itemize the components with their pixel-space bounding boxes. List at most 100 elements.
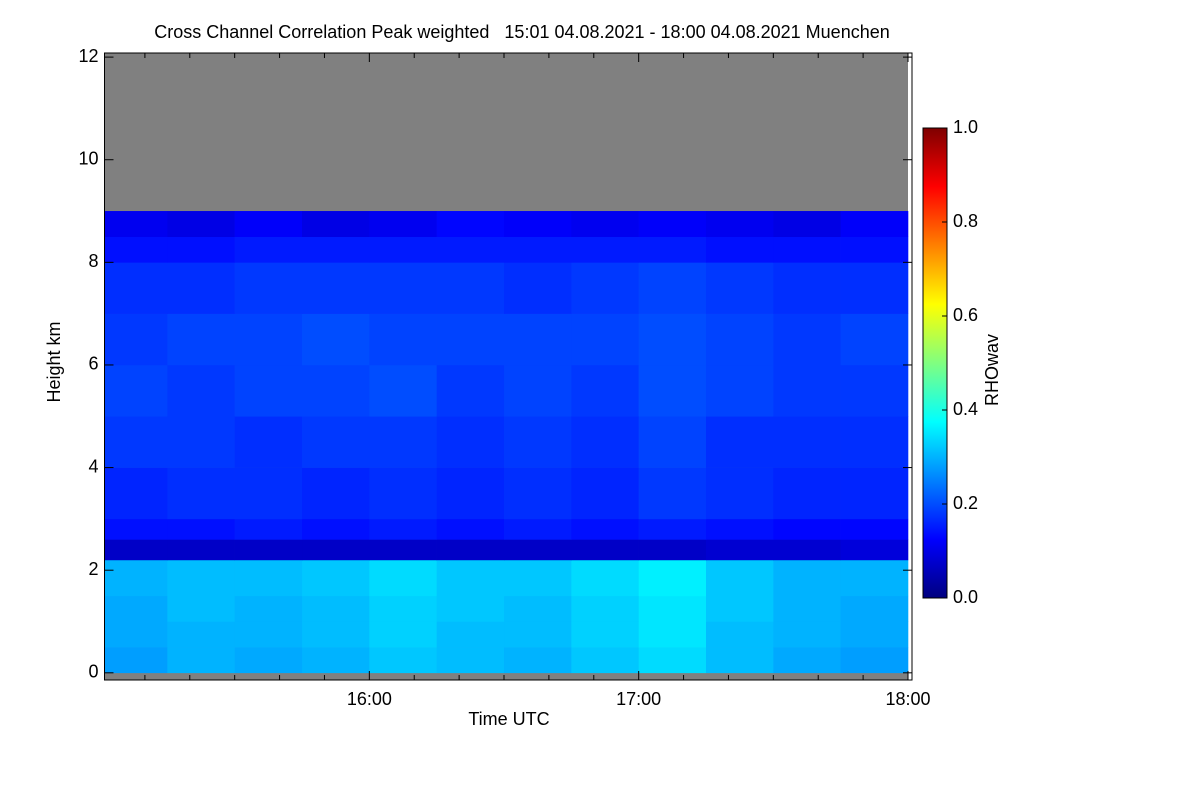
heatmap-cell xyxy=(104,595,168,622)
heatmap-cell xyxy=(773,364,841,417)
heatmap-cell xyxy=(504,559,572,597)
heatmap-cell xyxy=(638,559,707,597)
heatmap-cell xyxy=(436,416,505,468)
heatmap-cell xyxy=(302,262,370,314)
heatmap-cell xyxy=(706,647,774,674)
heatmap-cell xyxy=(706,416,774,468)
heatmap-cell xyxy=(436,647,505,674)
heatmap-cell xyxy=(773,559,841,597)
heatmap-cell xyxy=(773,539,841,561)
heatmap-cell xyxy=(638,467,707,520)
heatmap-cell xyxy=(436,313,505,366)
heatmap-cell xyxy=(504,647,572,674)
heatmap-cell xyxy=(840,621,909,648)
heatmap-cell xyxy=(773,647,841,674)
heatmap-cell xyxy=(571,559,639,597)
colorbar xyxy=(922,127,948,599)
heatmap-cell xyxy=(104,647,168,674)
heatmap-cell xyxy=(104,236,168,263)
heatmap-cell xyxy=(571,262,639,314)
heatmap-cell xyxy=(840,595,909,622)
heatmap-cell xyxy=(638,236,707,263)
heatmap-cell xyxy=(638,539,707,561)
heatmap-cell xyxy=(706,595,774,622)
heatmap-cell xyxy=(840,518,909,540)
heatmap-cell xyxy=(167,595,235,622)
heatmap-cell xyxy=(167,211,235,237)
heatmap-cell xyxy=(234,236,303,263)
heatmap-cell xyxy=(571,364,639,417)
heatmap-cell xyxy=(571,416,639,468)
heatmap-cell xyxy=(167,518,235,540)
colorbar-tick-label: 0.2 xyxy=(953,493,978,513)
heatmap-cell xyxy=(234,262,303,314)
heatmap-cell xyxy=(436,595,505,622)
chart-title: Cross Channel Correlation Peak weighted … xyxy=(154,22,890,42)
heatmap-cell xyxy=(706,236,774,263)
heatmap-cell xyxy=(369,236,437,263)
heatmap-cell xyxy=(302,621,370,648)
y-tick-label: 0 xyxy=(88,662,98,682)
heatmap-cell xyxy=(504,416,572,468)
y-axis-label: Height km xyxy=(44,321,64,402)
heatmap-cell xyxy=(436,621,505,648)
heatmap-cell xyxy=(302,416,370,468)
heatmap-cell xyxy=(504,539,572,561)
heatmap-cell xyxy=(369,416,437,468)
heatmap-cell xyxy=(706,467,774,520)
heatmap-cell xyxy=(706,211,774,237)
heatmap-cell xyxy=(167,364,235,417)
x-tick-label: 16:00 xyxy=(347,689,392,709)
heatmap-cell xyxy=(706,313,774,366)
heatmap-cell xyxy=(104,211,168,237)
heatmap-cell xyxy=(706,539,774,561)
heatmap-cell xyxy=(436,364,505,417)
heatmap-cell xyxy=(369,539,437,561)
heatmap-cell xyxy=(706,262,774,314)
heatmap-cell xyxy=(638,313,707,366)
heatmap-cell xyxy=(302,313,370,366)
heatmap-cell xyxy=(436,236,505,263)
heatmap-cell xyxy=(504,211,572,237)
heatmap-cell xyxy=(638,647,707,674)
colorbar-label: RHOwav xyxy=(982,334,1002,406)
heatmap-cell xyxy=(773,236,841,263)
y-tick-label: 8 xyxy=(88,251,98,271)
heatmap-cell xyxy=(369,211,437,237)
heatmap-cell xyxy=(840,647,909,674)
heatmap-cell xyxy=(840,211,909,237)
heatmap-cell xyxy=(104,416,168,468)
heatmap-cell xyxy=(234,313,303,366)
heatmap-cell xyxy=(436,539,505,561)
heatmap-cell xyxy=(104,539,168,561)
heatmap-cell xyxy=(234,559,303,597)
heatmap-cell xyxy=(234,595,303,622)
heatmap-cell xyxy=(504,262,572,314)
y-tick-label: 10 xyxy=(78,148,98,168)
heatmap-cell xyxy=(706,364,774,417)
heatmap-cell xyxy=(167,467,235,520)
heatmap-cell xyxy=(638,518,707,540)
heatmap-cell xyxy=(773,595,841,622)
heatmap-cell xyxy=(104,313,168,366)
heatmap-cell xyxy=(773,262,841,314)
heatmap-cell xyxy=(167,647,235,674)
heatmap-cell xyxy=(571,313,639,366)
heatmap-cell xyxy=(504,364,572,417)
heatmap-cell xyxy=(571,467,639,520)
heatmap-cell xyxy=(571,621,639,648)
heatmap-cell xyxy=(104,262,168,314)
heatmap-cell xyxy=(302,364,370,417)
heatmap-cell xyxy=(302,595,370,622)
heatmap-cell xyxy=(571,647,639,674)
heatmap-cell xyxy=(773,467,841,520)
heatmap-cell xyxy=(302,236,370,263)
y-tick-label: 4 xyxy=(88,456,98,476)
heatmap-cell xyxy=(234,647,303,674)
heatmap-cell xyxy=(571,211,639,237)
heatmap-cell xyxy=(167,559,235,597)
heatmap-cell xyxy=(369,364,437,417)
heatmap-cell xyxy=(167,416,235,468)
